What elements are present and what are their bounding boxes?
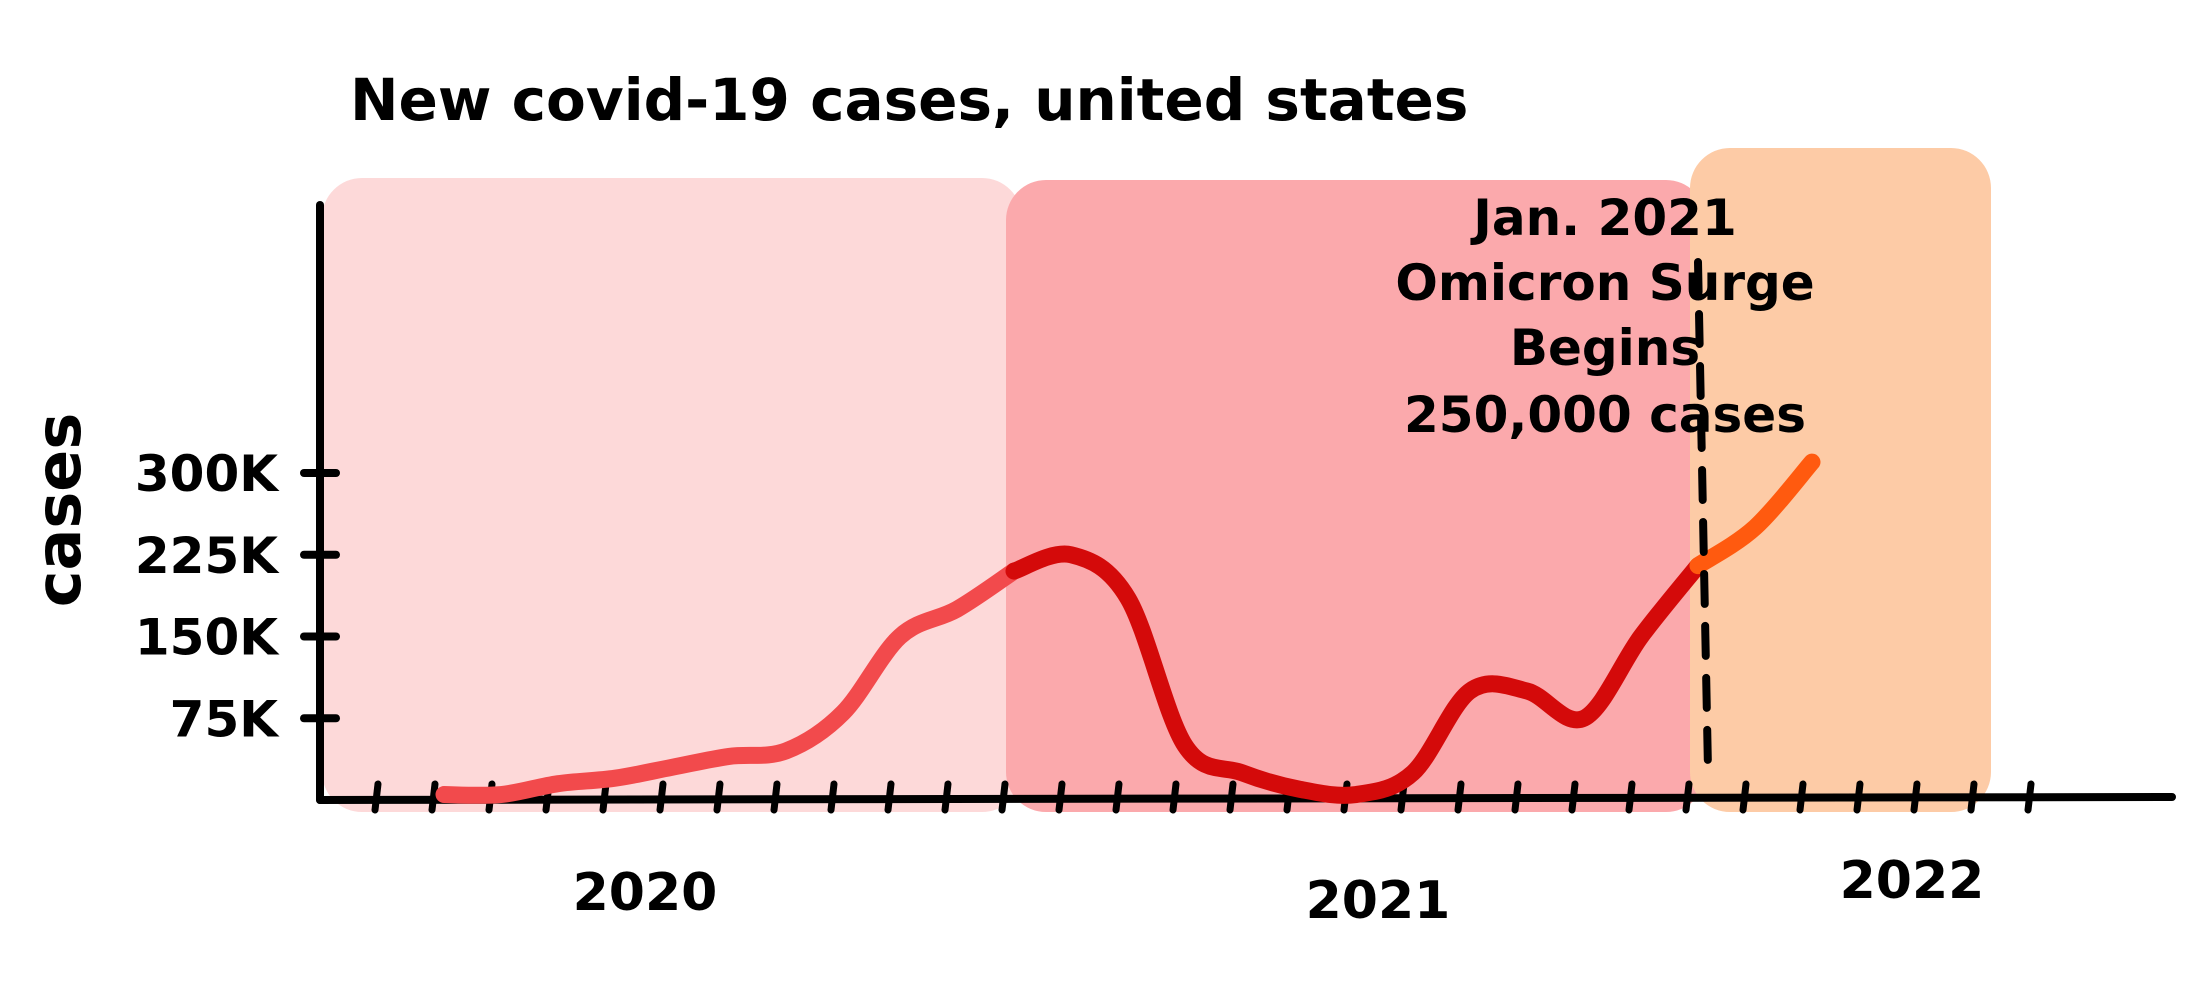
band-2020 [322, 178, 1022, 812]
y-tick-label: 300K [135, 445, 280, 503]
x-tick-mark [1625, 780, 1636, 814]
x-tick-mark [1226, 780, 1237, 814]
x-tick-mark [656, 780, 667, 814]
x-tick-mark [599, 780, 610, 814]
series-line-2022 [1689, 453, 1821, 575]
x-tick-mark [1169, 780, 1180, 814]
x-tick-mark [1853, 780, 1864, 814]
series-line-2020 [435, 562, 1023, 804]
axes [316, 201, 2176, 804]
y-tick-label: 150K [135, 609, 280, 667]
annotation-text-line: Begins [1510, 319, 1700, 377]
x-tick-mark [1910, 780, 1921, 814]
x-tick-labels: 2020 2021 2022 [573, 851, 1985, 931]
x-tick-mark [371, 780, 382, 814]
y-ticks: 75K 150K 225K 300K [135, 445, 340, 748]
x-tick-mark [1568, 780, 1579, 814]
series-group [435, 453, 1821, 804]
chart-title: New covid-19 cases, united states [350, 66, 1468, 134]
x-tick-mark [770, 780, 781, 814]
annotation-dashed-line [1694, 258, 1712, 774]
x-tick-label-2022: 2022 [1840, 851, 1985, 911]
x-axis-line [316, 793, 2176, 804]
x-tick-mark [1454, 780, 1465, 814]
x-tick-mark [1055, 780, 1066, 814]
band-2022 [1690, 148, 1991, 812]
y-axis-label: cases [22, 413, 95, 607]
x-tick-mark [998, 780, 1009, 814]
x-tick-mark [2024, 780, 2035, 814]
band-2021 [1006, 180, 1706, 812]
y-tick-label: 75K [170, 690, 281, 748]
year-bands [322, 148, 1991, 812]
x-tick-mark [1967, 780, 1978, 814]
x-tick-mark [941, 780, 952, 814]
annotation-text-line: Jan. 2021 [1470, 189, 1737, 247]
x-tick-mark [713, 780, 724, 814]
x-tick-label-2021: 2021 [1306, 871, 1451, 931]
x-tick-mark [884, 780, 895, 814]
x-tick-marks [371, 780, 2035, 814]
annotation-text-line: Omicron Surge [1395, 254, 1814, 312]
x-tick-label-2020: 2020 [573, 863, 718, 923]
series-line-2021 [1005, 545, 1707, 804]
x-tick-mark [1511, 780, 1522, 814]
x-tick-mark [428, 780, 439, 814]
y-tick-label: 225K [135, 527, 280, 585]
x-tick-mark [1682, 780, 1693, 814]
x-tick-mark [827, 780, 838, 814]
annotation-group: Jan. 2021 Omicron Surge Begins 250,000 case… [1395, 189, 1815, 774]
x-tick-mark [1796, 780, 1807, 814]
x-tick-mark [1112, 780, 1123, 814]
annotation-text-line: 250,000 cases [1404, 386, 1806, 444]
x-tick-mark [1739, 780, 1750, 814]
